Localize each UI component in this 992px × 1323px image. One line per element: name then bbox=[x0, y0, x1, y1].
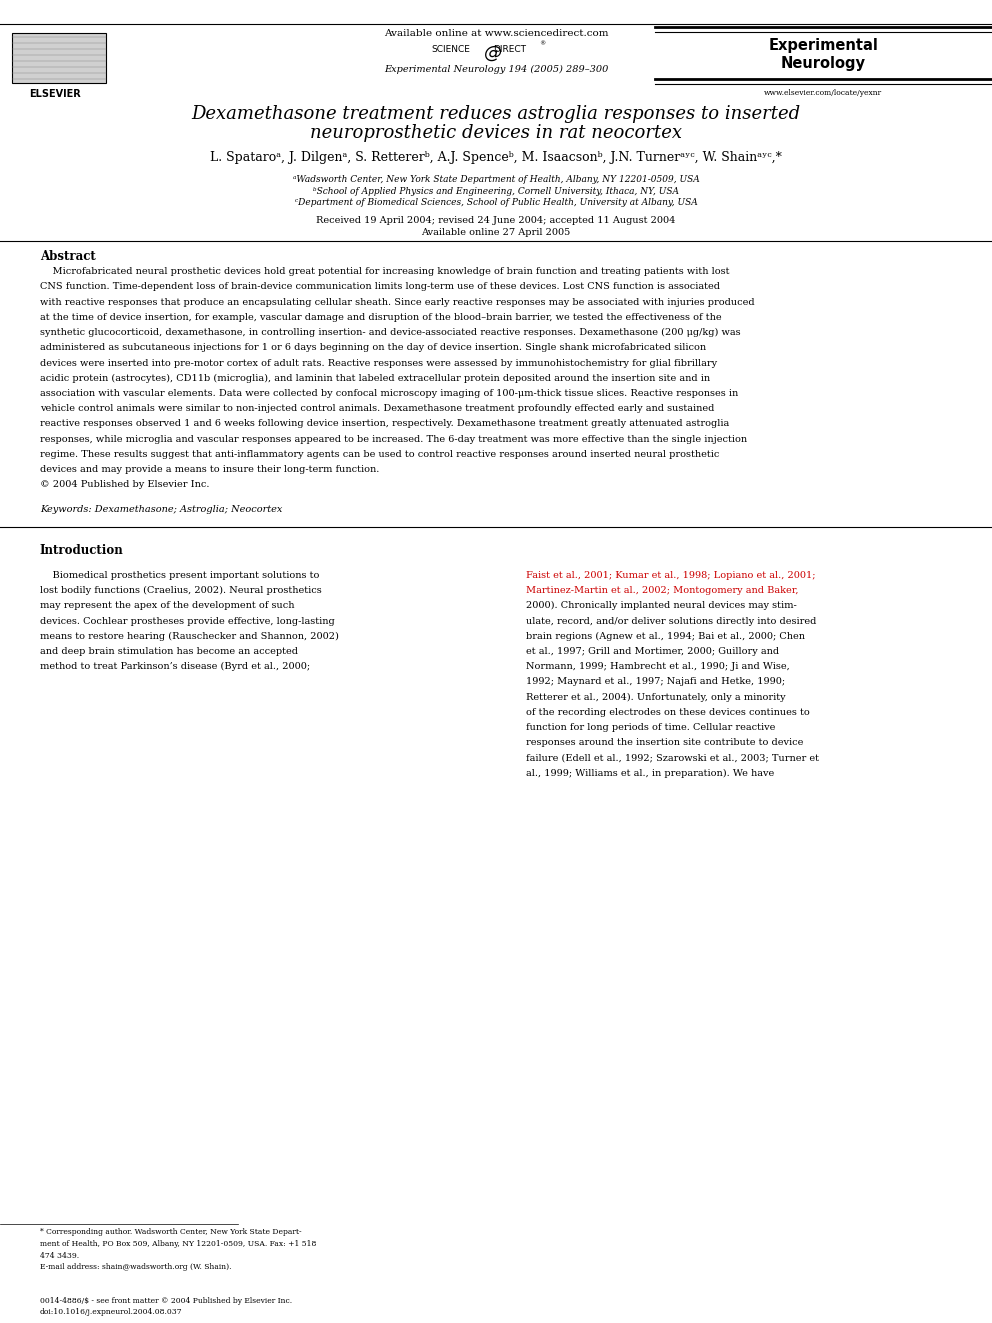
Text: © 2004 Published by Elsevier Inc.: © 2004 Published by Elsevier Inc. bbox=[40, 480, 209, 490]
Text: E-mail address: shain@wadsworth.org (W. Shain).: E-mail address: shain@wadsworth.org (W. … bbox=[40, 1263, 231, 1271]
Text: Microfabricated neural prosthetic devices hold great potential for increasing kn: Microfabricated neural prosthetic device… bbox=[40, 267, 729, 277]
Text: Abstract: Abstract bbox=[40, 250, 95, 263]
Text: responses around the insertion site contribute to device: responses around the insertion site cont… bbox=[526, 738, 804, 747]
Text: ®: ® bbox=[539, 41, 545, 46]
Text: ELSEVIER: ELSEVIER bbox=[29, 89, 80, 99]
Text: brain regions (Agnew et al., 1994; Bai et al., 2000; Chen: brain regions (Agnew et al., 1994; Bai e… bbox=[526, 632, 805, 640]
Text: ᵇSchool of Applied Physics and Engineering, Cornell University, Ithaca, NY, USA: ᵇSchool of Applied Physics and Engineeri… bbox=[313, 187, 679, 196]
Text: and deep brain stimulation has become an accepted: and deep brain stimulation has become an… bbox=[40, 647, 298, 656]
Text: ᵃWadsworth Center, New York State Department of Health, Albany, NY 12201-0509, U: ᵃWadsworth Center, New York State Depart… bbox=[293, 175, 699, 184]
Text: neuroprosthetic devices in rat neocortex: neuroprosthetic devices in rat neocortex bbox=[310, 124, 682, 143]
Text: ment of Health, PO Box 509, Albany, NY 12201-0509, USA. Fax: +1 518: ment of Health, PO Box 509, Albany, NY 1… bbox=[40, 1240, 316, 1248]
Text: 1992; Maynard et al., 1997; Najafi and Hetke, 1990;: 1992; Maynard et al., 1997; Najafi and H… bbox=[526, 677, 785, 687]
Text: Introduction: Introduction bbox=[40, 545, 123, 557]
Text: lost bodily functions (Craelius, 2002). Neural prosthetics: lost bodily functions (Craelius, 2002). … bbox=[40, 586, 321, 595]
Text: with reactive responses that produce an encapsulating cellular sheath. Since ear: with reactive responses that produce an … bbox=[40, 298, 754, 307]
Text: Biomedical prosthetics present important solutions to: Biomedical prosthetics present important… bbox=[40, 572, 319, 579]
Text: Keywords: Dexamethasone; Astroglia; Neocortex: Keywords: Dexamethasone; Astroglia; Neoc… bbox=[40, 504, 282, 513]
Text: administered as subcutaneous injections for 1 or 6 days beginning on the day of : administered as subcutaneous injections … bbox=[40, 343, 705, 352]
Text: ᶜDepartment of Biomedical Sciences, School of Public Health, University at Alban: ᶜDepartment of Biomedical Sciences, Scho… bbox=[295, 198, 697, 208]
Text: @: @ bbox=[484, 44, 502, 62]
Text: ulate, record, and/or deliver solutions directly into desired: ulate, record, and/or deliver solutions … bbox=[526, 617, 816, 626]
Text: reactive responses observed 1 and 6 weeks following device insertion, respective: reactive responses observed 1 and 6 week… bbox=[40, 419, 729, 429]
Text: L. Spataroᵃ, J. Dilgenᵃ, S. Rettererᵇ, A.J. Spenceᵇ, M. Isaacsonᵇ, J.N. Turnerᵃʸ: L. Spataroᵃ, J. Dilgenᵃ, S. Rettererᵇ, A… bbox=[210, 151, 782, 164]
Text: Experimental: Experimental bbox=[769, 38, 878, 53]
Text: Available online 27 April 2005: Available online 27 April 2005 bbox=[422, 228, 570, 237]
Text: of the recording electrodes on these devices continues to: of the recording electrodes on these dev… bbox=[526, 708, 809, 717]
Text: may represent the apex of the development of such: may represent the apex of the developmen… bbox=[40, 601, 295, 610]
Text: means to restore hearing (Rauschecker and Shannon, 2002): means to restore hearing (Rauschecker an… bbox=[40, 632, 338, 640]
Text: DIRECT: DIRECT bbox=[493, 45, 526, 54]
Text: responses, while microglia and vascular responses appeared to be increased. The : responses, while microglia and vascular … bbox=[40, 434, 747, 443]
Text: function for long periods of time. Cellular reactive: function for long periods of time. Cellu… bbox=[526, 722, 775, 732]
Text: Martinez-Martin et al., 2002; Montogomery and Baker,: Martinez-Martin et al., 2002; Montogomer… bbox=[526, 586, 799, 595]
Text: Received 19 April 2004; revised 24 June 2004; accepted 11 August 2004: Received 19 April 2004; revised 24 June … bbox=[316, 216, 676, 225]
FancyBboxPatch shape bbox=[12, 33, 106, 83]
Text: 2000). Chronically implanted neural devices may stim-: 2000). Chronically implanted neural devi… bbox=[526, 601, 797, 610]
Text: al., 1999; Williams et al., in preparation). We have: al., 1999; Williams et al., in preparati… bbox=[526, 769, 774, 778]
Text: et al., 1997; Grill and Mortimer, 2000; Guillory and: et al., 1997; Grill and Mortimer, 2000; … bbox=[526, 647, 779, 656]
Text: 0014-4886/$ - see front matter © 2004 Published by Elsevier Inc.: 0014-4886/$ - see front matter © 2004 Pu… bbox=[40, 1297, 292, 1304]
Text: failure (Edell et al., 1992; Szarowski et al., 2003; Turner et: failure (Edell et al., 1992; Szarowski e… bbox=[526, 753, 818, 762]
Text: devices were inserted into pre-motor cortex of adult rats. Reactive responses we: devices were inserted into pre-motor cor… bbox=[40, 359, 717, 368]
Text: devices and may provide a means to insure their long-term function.: devices and may provide a means to insur… bbox=[40, 464, 379, 474]
Text: method to treat Parkinson’s disease (Byrd et al., 2000;: method to treat Parkinson’s disease (Byr… bbox=[40, 662, 310, 671]
Text: Normann, 1999; Hambrecht et al., 1990; Ji and Wise,: Normann, 1999; Hambrecht et al., 1990; J… bbox=[526, 662, 790, 671]
Text: Faist et al., 2001; Kumar et al., 1998; Lopiano et al., 2001;: Faist et al., 2001; Kumar et al., 1998; … bbox=[526, 572, 815, 579]
Text: CNS function. Time-dependent loss of brain-device communication limits long-term: CNS function. Time-dependent loss of bra… bbox=[40, 282, 719, 291]
Text: Available online at www.sciencedirect.com: Available online at www.sciencedirect.co… bbox=[384, 29, 608, 38]
Text: regime. These results suggest that anti-inflammatory agents can be used to contr: regime. These results suggest that anti-… bbox=[40, 450, 719, 459]
Text: vehicle control animals were similar to non-injected control animals. Dexamethas: vehicle control animals were similar to … bbox=[40, 405, 714, 413]
Text: doi:10.1016/j.expneurol.2004.08.037: doi:10.1016/j.expneurol.2004.08.037 bbox=[40, 1308, 183, 1316]
Text: at the time of device insertion, for example, vascular damage and disruption of : at the time of device insertion, for exa… bbox=[40, 312, 721, 321]
Text: Retterer et al., 2004). Unfortunately, only a minority: Retterer et al., 2004). Unfortunately, o… bbox=[526, 692, 786, 701]
Text: SCIENCE: SCIENCE bbox=[432, 45, 470, 54]
Text: 474 3439.: 474 3439. bbox=[40, 1252, 78, 1259]
Text: Experimental Neurology 194 (2005) 289–300: Experimental Neurology 194 (2005) 289–30… bbox=[384, 65, 608, 74]
Text: synthetic glucocorticoid, dexamethasone, in controlling insertion- and device-as: synthetic glucocorticoid, dexamethasone,… bbox=[40, 328, 740, 337]
Text: acidic protein (astrocytes), CD11b (microglia), and laminin that labeled extrace: acidic protein (astrocytes), CD11b (micr… bbox=[40, 373, 710, 382]
Text: * Corresponding author. Wadsworth Center, New York State Depart-: * Corresponding author. Wadsworth Center… bbox=[40, 1228, 302, 1236]
Text: Neurology: Neurology bbox=[781, 56, 866, 70]
Text: Dexamethasone treatment reduces astroglia responses to inserted: Dexamethasone treatment reduces astrogli… bbox=[191, 105, 801, 123]
Text: www.elsevier.com/locate/yexnr: www.elsevier.com/locate/yexnr bbox=[764, 89, 883, 97]
Text: association with vascular elements. Data were collected by confocal microscopy i: association with vascular elements. Data… bbox=[40, 389, 738, 398]
Text: devices. Cochlear prostheses provide effective, long-lasting: devices. Cochlear prostheses provide eff… bbox=[40, 617, 334, 626]
